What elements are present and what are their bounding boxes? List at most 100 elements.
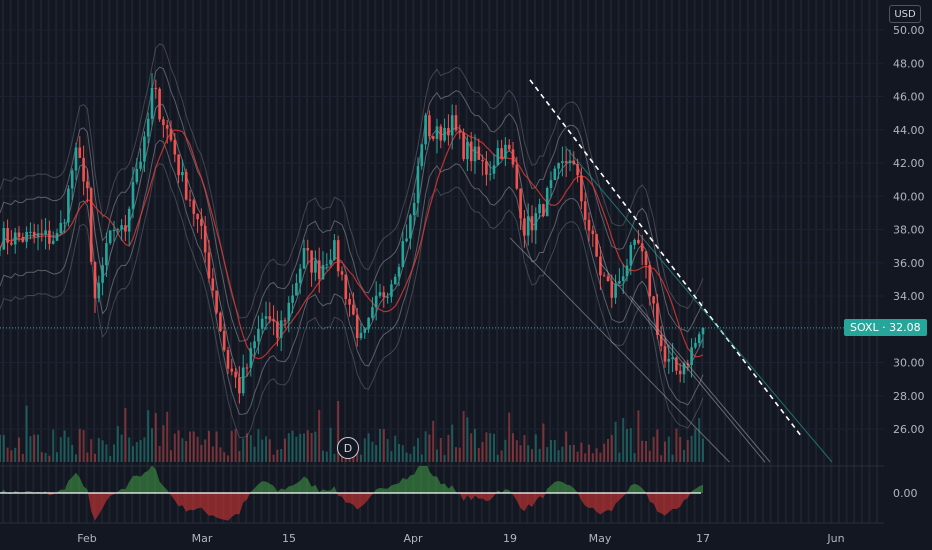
volume-bar	[310, 432, 313, 462]
candle-body	[526, 216, 530, 236]
candle-body	[0, 249, 2, 251]
volume-bar	[44, 452, 47, 462]
volume-bar	[227, 455, 229, 462]
dividend-marker[interactable]: D	[337, 437, 359, 459]
candle-body	[10, 242, 13, 245]
volume-bar	[439, 438, 442, 462]
volume-bar	[694, 428, 697, 462]
candle-body	[602, 275, 606, 277]
candle-body	[355, 314, 359, 339]
candle-body	[17, 232, 21, 238]
candle-body	[245, 367, 249, 369]
volume-bar	[432, 420, 435, 462]
candle-body	[25, 231, 28, 242]
candle-body	[675, 357, 678, 371]
price-tick-label: 28.00	[893, 390, 925, 403]
candle-body	[82, 157, 85, 182]
volume-bar	[614, 421, 617, 462]
volume-bar	[18, 437, 20, 462]
candle-body	[390, 284, 393, 297]
candle-body	[553, 168, 557, 181]
candle-body	[557, 163, 560, 169]
volume-bar	[371, 441, 374, 462]
volume-bar	[37, 434, 39, 462]
volume-bar	[542, 423, 545, 462]
candle-body	[44, 230, 47, 235]
volume-bar	[515, 440, 518, 462]
candle-body	[177, 154, 180, 176]
candle-body	[523, 218, 526, 236]
candle-body	[352, 304, 355, 315]
candle-body	[333, 240, 336, 260]
volume-bar	[238, 451, 241, 462]
candle-body	[36, 233, 40, 237]
volume-bar	[660, 455, 663, 462]
volume-bar	[618, 452, 621, 462]
candle-body	[599, 256, 602, 276]
volume-bar	[379, 428, 381, 462]
volume-bar	[458, 447, 461, 462]
volume-bar	[318, 409, 321, 462]
volume-bar	[223, 452, 226, 462]
currency-button[interactable]: USD	[889, 5, 921, 23]
price-tick-label: 36.00	[893, 257, 925, 270]
candle-body	[656, 303, 659, 335]
candle-body	[633, 239, 636, 245]
candle-body	[542, 204, 545, 217]
volume-bar	[569, 445, 571, 462]
moving-average-line	[0, 129, 704, 360]
candle-body	[207, 252, 211, 279]
candle-body	[477, 146, 481, 160]
candle-body	[74, 147, 78, 171]
candle-body	[583, 201, 587, 220]
candle-body	[196, 213, 199, 220]
candle-body	[572, 160, 576, 165]
candle-body	[576, 164, 579, 176]
volume-bar	[303, 433, 305, 462]
last-price-label: SOXL · 32.08	[844, 319, 927, 336]
volume-bar	[215, 431, 218, 462]
time-axis[interactable]: Feb Mar 15 Apr 19 May 17 Jun	[77, 532, 844, 545]
volume-bar	[170, 450, 172, 462]
candle-body	[644, 251, 648, 265]
candle-body	[659, 334, 663, 347]
volume-bar	[337, 400, 340, 462]
candle-body	[652, 296, 655, 304]
candle-body	[443, 127, 446, 141]
candle-body	[97, 282, 101, 299]
candle-body	[701, 327, 705, 335]
candle-body	[260, 318, 264, 329]
candle-body	[568, 160, 572, 163]
candle-body	[78, 147, 82, 158]
volume-bar	[116, 426, 119, 462]
volume-bar	[253, 446, 256, 462]
volume-bar	[257, 429, 260, 462]
candle-body	[325, 264, 329, 266]
volume-bar	[2, 434, 5, 462]
volume-bar	[667, 436, 670, 462]
volume-bar	[230, 430, 233, 462]
volume-bar	[280, 448, 283, 462]
oscillator-pane	[0, 465, 884, 524]
candle-body	[549, 180, 553, 188]
volume-bar	[656, 429, 659, 462]
volume-bar	[249, 434, 252, 462]
candle-body	[621, 276, 625, 281]
candle-body	[120, 225, 123, 230]
candle-body	[55, 232, 59, 241]
candle-body	[127, 208, 131, 232]
candle-body	[534, 213, 538, 231]
volume-bar	[489, 433, 492, 462]
volume-bar	[128, 437, 131, 462]
volume-bar	[591, 453, 594, 462]
volume-bar	[572, 444, 575, 462]
volume-bar	[124, 408, 127, 462]
candle-body	[310, 250, 313, 273]
volume-bar	[276, 449, 279, 462]
candle-body	[158, 88, 161, 120]
volume-bar	[265, 436, 267, 462]
price-axis[interactable]: 50.00 48.00 46.00 44.00 42.00 40.00 38.00 36.00…	[893, 24, 925, 500]
volume-bar	[394, 435, 397, 462]
candle-body	[89, 188, 93, 262]
